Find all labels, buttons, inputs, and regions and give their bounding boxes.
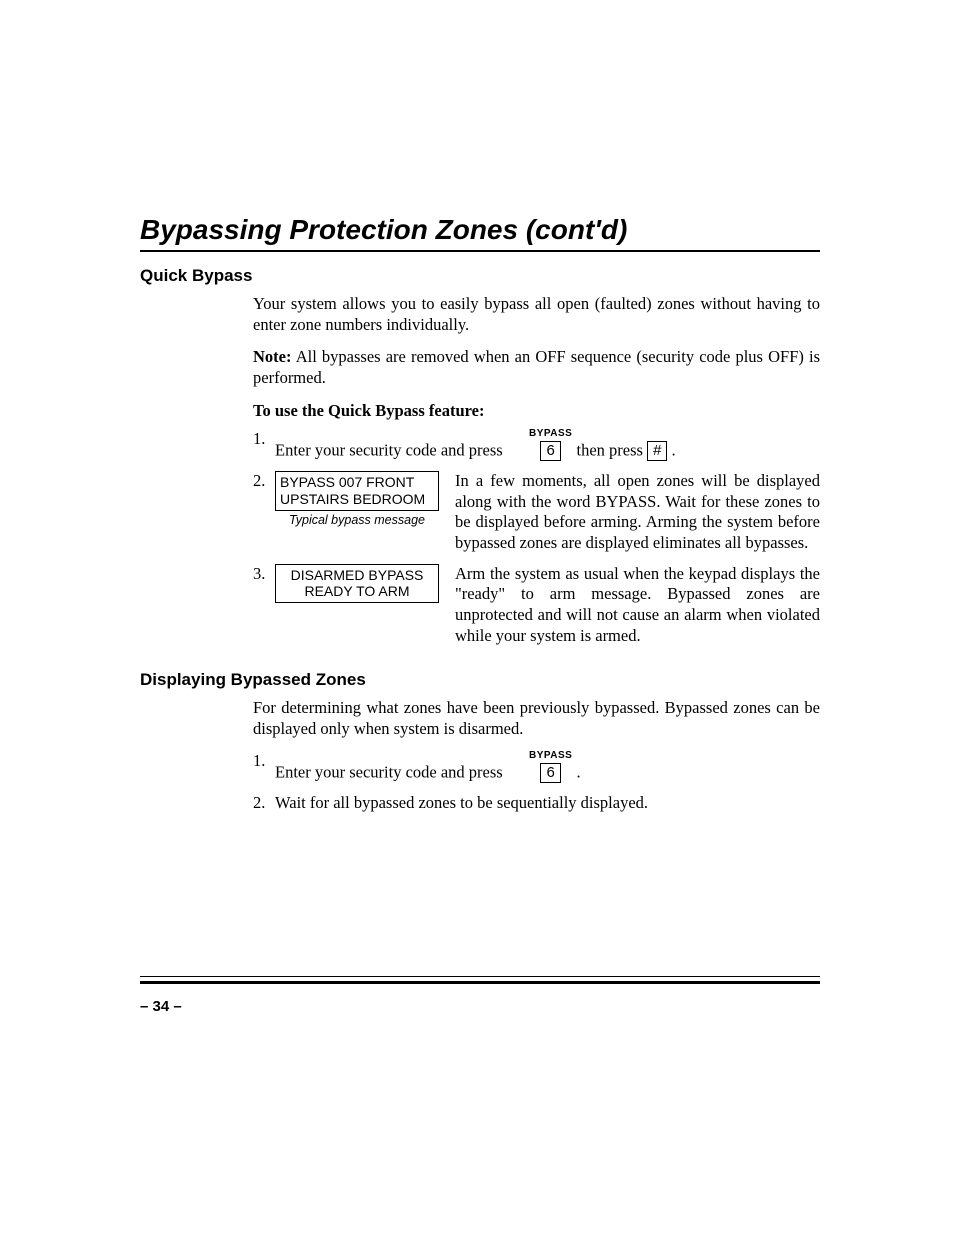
display-line2: READY TO ARM: [280, 583, 434, 600]
display-line1: BYPASS 007 FRONT: [280, 474, 434, 491]
keypad-display: DISARMED BYPASS READY TO ARM: [275, 564, 439, 604]
qb-step-2: 2. BYPASS 007 FRONT UPSTAIRS BEDROOM Typ…: [253, 471, 820, 554]
keypad-display: BYPASS 007 FRONT UPSTAIRS BEDROOM: [275, 471, 439, 511]
step3-left: 3. DISARMED BYPASS READY TO ARM: [253, 564, 443, 604]
quick-bypass-intro: Your system allows you to easily bypass …: [253, 294, 820, 335]
use-heading: To use the Quick Bypass feature:: [253, 401, 820, 422]
display-caption: Typical bypass message: [275, 513, 439, 527]
step-body: Enter your security code and press BYPAS…: [275, 429, 820, 461]
displaying-intro: For determining what zones have been pre…: [253, 698, 820, 739]
quick-bypass-note: Note: All bypasses are removed when an O…: [253, 347, 820, 388]
step-number: 3.: [253, 564, 275, 584]
use-heading-text: To use the Quick Bypass feature:: [253, 401, 484, 420]
page-title: Bypassing Protection Zones (cont'd): [140, 214, 820, 252]
step-number: 1.: [253, 429, 275, 449]
content-area: Bypassing Protection Zones (cont'd) Quic…: [140, 214, 820, 824]
step1-tail: .: [667, 441, 675, 460]
step1-mid: then press: [576, 441, 647, 460]
step3-box-wrap: DISARMED BYPASS READY TO ARM: [275, 564, 443, 604]
keycap-6-stack: BYPASS 6: [529, 751, 572, 783]
step-number: 2.: [253, 471, 275, 491]
step3-body: Arm the system as usual when the keypad …: [443, 564, 820, 647]
step1-lead: Enter your security code and press: [275, 441, 507, 460]
db-step-2: 2. Wait for all bypassed zones to be seq…: [253, 793, 820, 814]
db-step2-body: Wait for all bypassed zones to be sequen…: [275, 793, 820, 814]
db-step-1: 1. Enter your security code and press BY…: [253, 751, 820, 783]
note-label: Note:: [253, 347, 291, 366]
keycap-6: 6: [540, 441, 560, 461]
note-body: All bypasses are removed when an OFF seq…: [253, 347, 820, 387]
page: Bypassing Protection Zones (cont'd) Quic…: [0, 0, 954, 1235]
display-line1: DISARMED BYPASS: [280, 567, 434, 584]
step2-body: In a few moments, all open zones will be…: [443, 471, 820, 554]
step-number: 1.: [253, 751, 275, 771]
bypass-label: BYPASS: [529, 751, 572, 761]
keycap-6: 6: [540, 763, 560, 783]
quick-bypass-heading: Quick Bypass: [140, 266, 820, 286]
step-body: Enter your security code and press BYPAS…: [275, 751, 820, 783]
displaying-body: For determining what zones have been pre…: [253, 698, 820, 814]
qb-step-1: 1. Enter your security code and press BY…: [253, 429, 820, 461]
qb-step-3: 3. DISARMED BYPASS READY TO ARM Arm the …: [253, 564, 820, 647]
keycap-hash: #: [647, 441, 667, 461]
step2-box-wrap: BYPASS 007 FRONT UPSTAIRS BEDROOM Typica…: [275, 471, 443, 527]
footer-rule: [140, 976, 820, 984]
step2-left: 2. BYPASS 007 FRONT UPSTAIRS BEDROOM Typ…: [253, 471, 443, 527]
page-number: – 34 –: [140, 998, 182, 1015]
db-step1-tail: .: [572, 763, 580, 782]
display-line2: UPSTAIRS BEDROOM: [280, 491, 434, 508]
bypass-label: BYPASS: [529, 429, 572, 439]
keycap-6-stack: BYPASS 6: [529, 429, 572, 461]
step-number: 2.: [253, 793, 275, 813]
quick-bypass-body: Your system allows you to easily bypass …: [253, 294, 820, 646]
db-step1-lead: Enter your security code and press: [275, 763, 507, 782]
displaying-heading: Displaying Bypassed Zones: [140, 670, 820, 690]
